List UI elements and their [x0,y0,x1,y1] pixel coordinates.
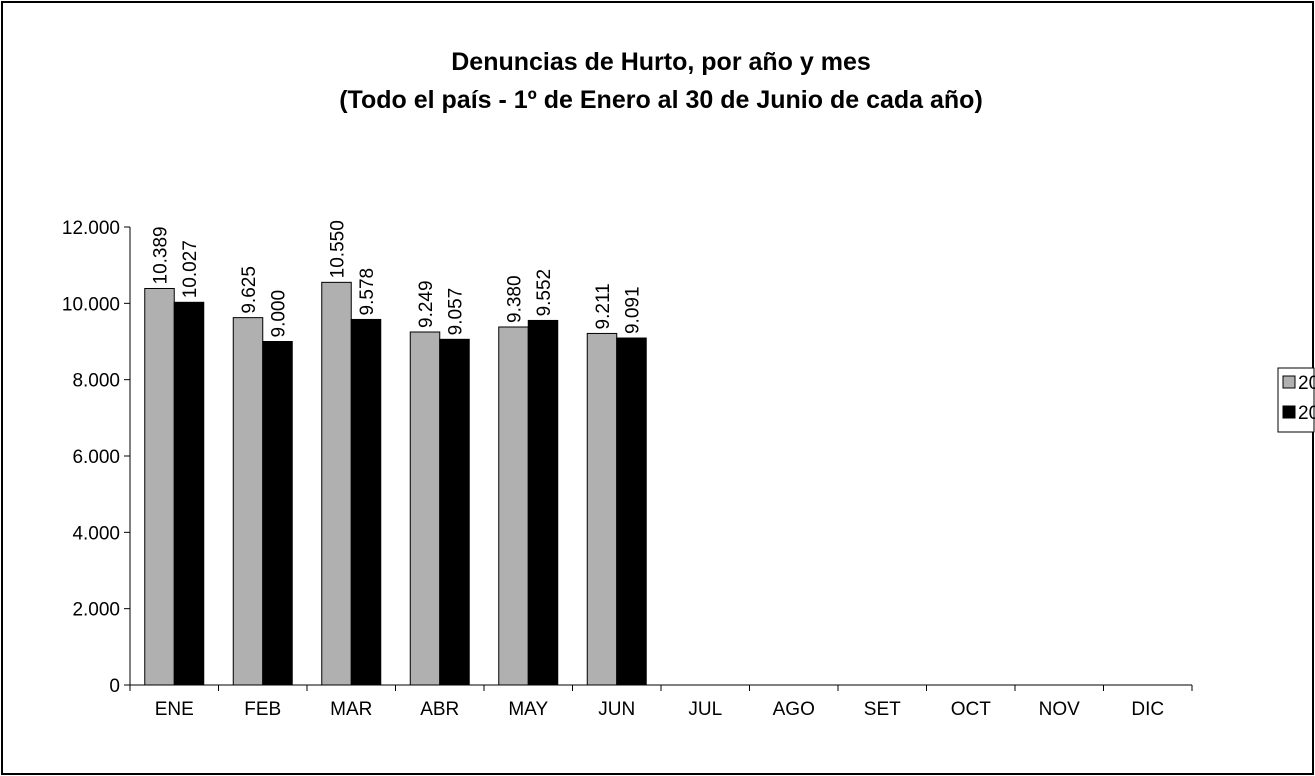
bar [173,301,205,686]
x-tick-label: JUN [598,699,635,720]
x-tick-label: SET [864,699,901,720]
legend-swatch [1282,375,1296,389]
x-tick-label: ABR [420,699,459,720]
y-tick-label: 8.000 [72,371,120,392]
x-tick-label: FEB [244,699,281,720]
value-label: 10.550 [328,220,349,278]
x-tick-label: NOV [1039,699,1081,720]
legend-label: 2017 [1298,403,1315,424]
bar [586,332,618,686]
value-label: 10.027 [180,240,201,298]
value-label: 10.389 [151,226,172,284]
value-label: 9.552 [534,269,555,317]
y-tick-label: 0 [109,676,120,697]
x-tick-label: MAR [330,699,372,720]
chart-title: Denuncias de Hurto, por año y mes [451,48,871,76]
x-tick-label: ENE [155,699,194,720]
x-tick-label: DIC [1131,699,1164,720]
y-tick-label: 6.000 [72,447,120,468]
value-label: 9.249 [416,280,437,328]
chart-subtitle: (Todo el país - 1º de Enero al 30 de Jun… [339,86,983,114]
bar [409,331,441,686]
x-tick-label: MAY [508,699,548,720]
value-label: 9.625 [239,266,260,314]
y-tick-label: 10.000 [62,294,120,315]
x-tick-label: OCT [951,699,992,720]
legend-label: 2016 [1298,373,1315,394]
bar [350,318,382,686]
bar [527,319,559,686]
bar [321,281,352,686]
value-label: 9.057 [446,288,467,336]
value-label: 9.380 [505,275,526,323]
x-tick-label: AGO [773,699,815,720]
y-tick-label: 12.000 [62,218,120,239]
y-tick-label: 2.000 [72,600,120,621]
value-label: 9.211 [593,283,614,329]
bar [616,337,647,686]
bar [498,326,529,686]
x-tick-label: JUL [688,699,722,720]
value-label: 9.091 [623,286,644,334]
value-label: 9.578 [357,268,378,316]
value-label: 9.000 [269,290,290,338]
bar [439,338,470,686]
bar [232,317,264,686]
bar [144,287,175,686]
legend-swatch [1282,405,1296,419]
y-tick-label: 4.000 [72,523,120,544]
bar [262,341,293,686]
